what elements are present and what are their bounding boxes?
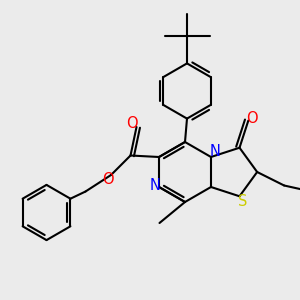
Text: O: O xyxy=(246,111,258,126)
Text: S: S xyxy=(238,194,247,209)
Text: O: O xyxy=(102,172,114,188)
Text: O: O xyxy=(126,116,137,130)
Text: N: N xyxy=(209,145,220,160)
Text: N: N xyxy=(150,178,160,194)
